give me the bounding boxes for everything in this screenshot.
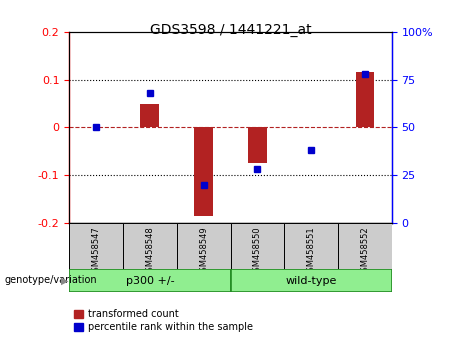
Bar bbox=[194, 127, 213, 216]
Bar bbox=[338, 223, 392, 269]
Bar bbox=[230, 269, 392, 292]
Text: ▶: ▶ bbox=[61, 275, 69, 285]
Text: GDS3598 / 1441221_at: GDS3598 / 1441221_at bbox=[150, 23, 311, 37]
Text: GSM458549: GSM458549 bbox=[199, 227, 208, 277]
Text: GSM458551: GSM458551 bbox=[307, 227, 316, 277]
Text: GSM458552: GSM458552 bbox=[361, 227, 369, 277]
Bar bbox=[177, 223, 230, 269]
Bar bbox=[355, 73, 374, 127]
Text: GSM458550: GSM458550 bbox=[253, 227, 262, 277]
Legend: transformed count, percentile rank within the sample: transformed count, percentile rank withi… bbox=[74, 309, 253, 332]
Bar bbox=[123, 223, 177, 269]
Text: p300 +/-: p300 +/- bbox=[125, 275, 174, 286]
Bar bbox=[248, 127, 267, 163]
Bar bbox=[69, 223, 123, 269]
Text: GSM458547: GSM458547 bbox=[92, 227, 100, 278]
Text: genotype/variation: genotype/variation bbox=[5, 275, 97, 285]
Bar bbox=[69, 269, 230, 292]
Text: wild-type: wild-type bbox=[285, 275, 337, 286]
Bar bbox=[284, 223, 338, 269]
Text: GSM458548: GSM458548 bbox=[145, 227, 154, 278]
Bar bbox=[230, 223, 284, 269]
Bar bbox=[141, 103, 159, 127]
